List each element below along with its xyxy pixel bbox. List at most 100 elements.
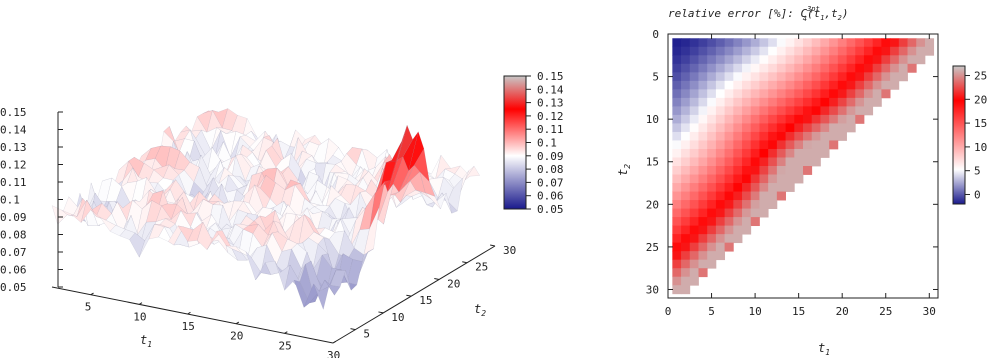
heatmap-cell	[916, 46, 926, 56]
surface-x-axis-label: t1	[140, 333, 152, 349]
heatmap-cell	[698, 89, 708, 99]
heatmap-cell	[794, 174, 804, 184]
heatmap-cell	[820, 148, 830, 158]
heatmap-cell	[698, 157, 708, 167]
heatmap-cell	[724, 46, 734, 56]
heatmap-cell	[750, 131, 760, 141]
heatmap-cell	[715, 63, 726, 73]
heatmap-cell	[733, 234, 743, 244]
heatmap-cell	[776, 80, 786, 90]
heatmap-cell	[707, 234, 717, 244]
heatmap-cell	[689, 63, 699, 73]
surface-x-tick-label: 30	[327, 349, 340, 358]
heatmap-cell	[715, 157, 726, 167]
heatmap-cell	[837, 80, 847, 90]
heatmap-cell	[733, 148, 743, 158]
heatmap-cell	[811, 89, 821, 99]
heatmap-cell	[733, 55, 743, 65]
surface-z-tick-label: 0.09	[0, 211, 27, 224]
heatmap-cell	[672, 123, 682, 133]
heatmap-cell	[724, 72, 734, 82]
heatmap-cell	[907, 63, 917, 73]
heatmap-cell	[829, 123, 839, 133]
heatmap-cell	[672, 217, 682, 227]
heatmap-cell	[794, 72, 804, 82]
heatmap-cell	[794, 140, 804, 150]
heatmap-cell	[672, 225, 682, 235]
surface-y-tick-label: 10	[391, 311, 404, 324]
heatmap-cell	[733, 131, 743, 141]
surface-y-tick-mark	[350, 328, 356, 331]
heatmap-cell	[733, 106, 743, 116]
heatmap-cell	[698, 234, 708, 244]
heatmap-cell	[715, 191, 726, 201]
heatmap-cell	[707, 191, 717, 201]
heatmap-cell	[785, 123, 795, 133]
heatmap-cell	[863, 72, 874, 82]
heatmap-cell	[785, 80, 795, 90]
heatmap-cell	[698, 225, 708, 235]
heatmap-cell	[733, 166, 743, 175]
surface-x-tick-mark	[284, 331, 288, 334]
heatmap-cell	[846, 46, 856, 56]
heatmap-cell	[768, 123, 778, 133]
surface-facet	[318, 279, 335, 296]
surface-colorbar-tick-label: 0.07	[537, 176, 564, 189]
heatmap-cell	[681, 55, 691, 65]
surface-y-tick-label: 15	[419, 294, 432, 307]
heatmap-cell	[776, 97, 786, 107]
heatmap-cell	[785, 131, 795, 141]
heatmap-x-axis-label: t1	[818, 341, 830, 357]
heatmap-cell	[733, 72, 743, 82]
heatmap-cell	[689, 234, 699, 244]
heatmap-x-tick-label: 30	[923, 305, 936, 318]
heatmap-cell	[672, 285, 682, 295]
heatmap-cell	[689, 80, 699, 90]
heatmap-x-tick-label: 15	[792, 305, 805, 318]
heatmap-cell	[776, 63, 786, 73]
heatmap-cell	[776, 38, 786, 48]
heatmap-ticks: 0 5 10 15 20 25 30 0 5 10 15 20 25 30	[646, 28, 938, 318]
surface-z-tick-label: 0.15	[0, 106, 27, 119]
heatmap-cell	[768, 157, 778, 167]
surface-x-tick-mark	[332, 340, 337, 344]
heatmap-cell	[855, 63, 865, 73]
heatmap-cell	[724, 234, 734, 244]
heatmap-chart: relative error [%]: C3pt 4(t1,t2) 0 5 10 15 2…	[616, 5, 987, 357]
heatmap-cell	[785, 106, 795, 116]
heatmap-cell	[907, 55, 917, 65]
heatmap-cell	[672, 148, 682, 158]
heatmap-cell	[829, 55, 839, 65]
heatmap-cell	[759, 72, 769, 82]
heatmap-cell	[794, 123, 804, 133]
heatmap-cell	[715, 106, 726, 116]
surface-facet	[464, 165, 481, 181]
heatmap-cell	[681, 106, 691, 116]
heatmap-y-axis-label: t2	[616, 164, 632, 176]
surface-y-tick-label: 20	[447, 277, 460, 290]
heatmap-cell	[698, 268, 708, 278]
heatmap-cell	[672, 97, 682, 107]
heatmap-cell	[689, 200, 699, 209]
heatmap-cell	[715, 166, 726, 175]
heatmap-cell	[872, 55, 882, 65]
heatmap-cell	[872, 89, 882, 99]
heatmap-cell	[881, 89, 891, 99]
heatmap-cell	[750, 157, 760, 167]
heatmap-cell	[785, 140, 795, 150]
heatmap-cell	[759, 131, 769, 141]
heatmap-cell	[698, 183, 708, 192]
surface-x-tick-mark	[90, 292, 94, 296]
heatmap-cell	[863, 55, 874, 65]
heatmap-cell	[707, 72, 717, 82]
heatmap-cell	[855, 38, 865, 48]
surface-y-tick-mark	[434, 277, 440, 280]
heatmap-colorbar-ticks: 25 20 15 10 5 0	[965, 70, 987, 201]
heatmap-cell	[759, 89, 769, 99]
heatmap-colorbar-tick-label: 15	[974, 117, 987, 130]
heatmap-cell	[768, 174, 778, 184]
heatmap-cell	[776, 46, 786, 56]
heatmap-cell	[863, 63, 874, 73]
heatmap-cell	[733, 97, 743, 107]
heatmap-cell	[742, 174, 752, 184]
